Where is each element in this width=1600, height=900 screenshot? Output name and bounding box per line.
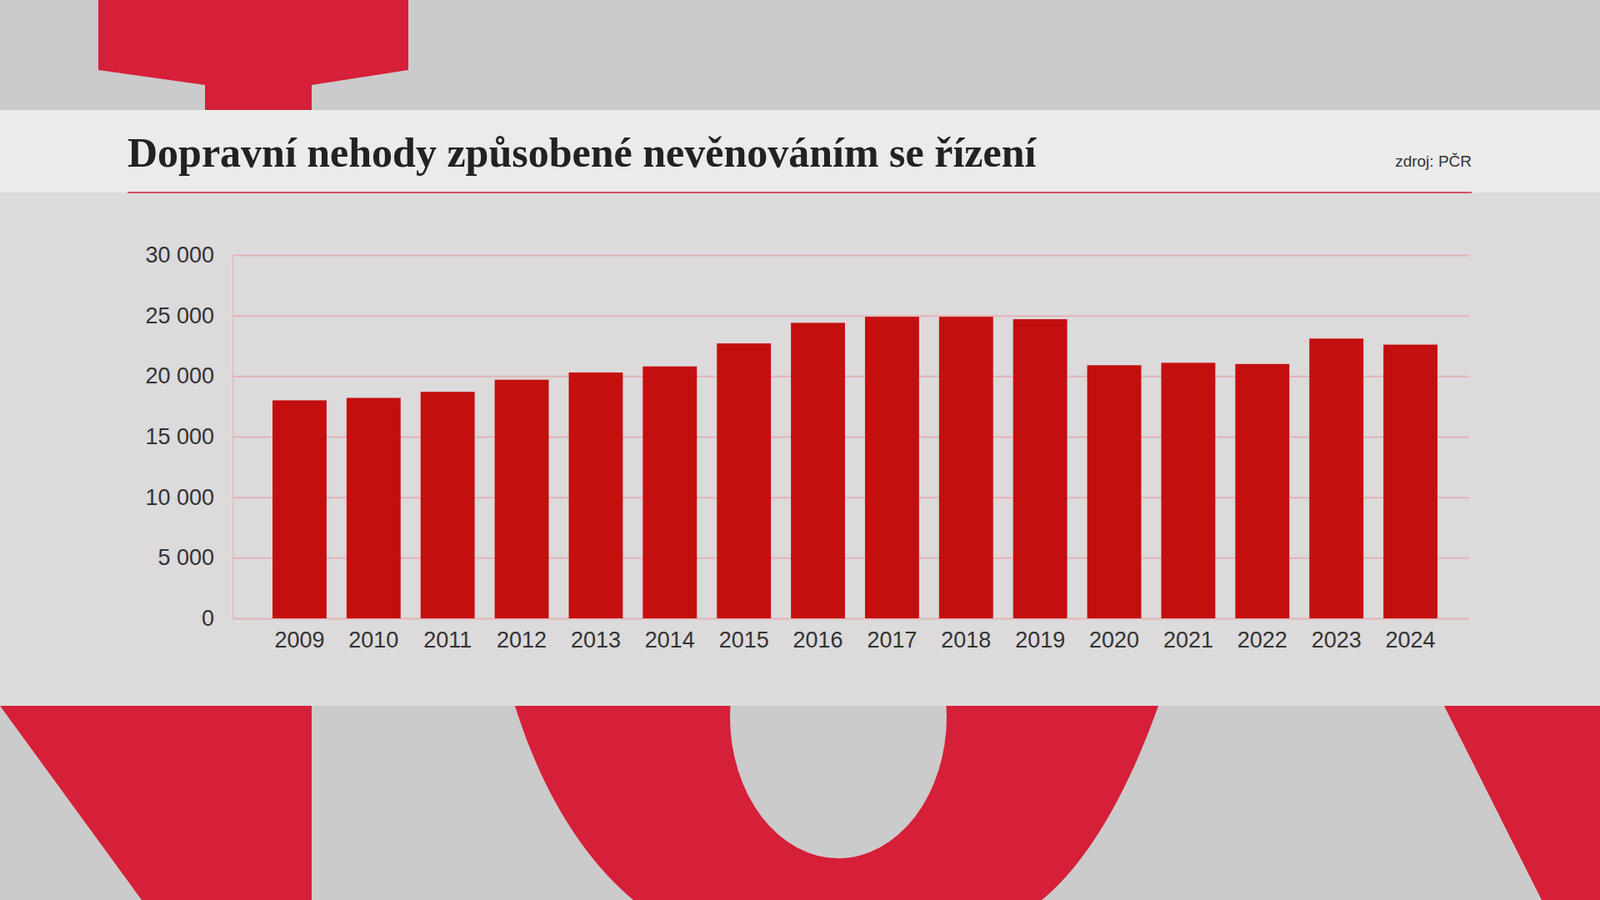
title-band [0, 110, 1600, 193]
y-tick-label: 0 [201, 605, 215, 631]
background-decoration [0, 0, 1600, 900]
panel [0, 110, 1600, 706]
bar [939, 316, 994, 619]
x-tick: 2015 [719, 618, 770, 653]
x-tick: 2019 [1015, 618, 1065, 653]
chart-root: Dopravní nehody způsobené nevěnováním se… [0, 0, 1600, 900]
x-tick-label: 2023 [1311, 627, 1362, 653]
x-tick: 2009 [274, 618, 325, 653]
y-tick-label: 20 000 [145, 363, 215, 389]
bar [1087, 365, 1142, 619]
x-tick: 2021 [1163, 618, 1214, 653]
bar [1013, 319, 1068, 619]
x-tick: 2016 [793, 618, 844, 653]
x-tick-label: 2016 [793, 627, 844, 653]
x-axis-line [273, 618, 1439, 620]
bar [1383, 345, 1438, 619]
title: Dopravní nehody způsobené nevěnováním se… [127, 129, 1037, 176]
x-tick: 2024 [1385, 618, 1436, 653]
x-tick: 2012 [496, 618, 547, 653]
x-tick-label: 2013 [570, 627, 621, 653]
y-tick-label: 5 000 [157, 545, 215, 570]
bars [272, 316, 1438, 619]
x-tick-label: 2012 [496, 627, 547, 653]
bar [642, 366, 697, 619]
decor-shape [98, 0, 409, 117]
bar [1160, 362, 1215, 619]
x-tick: 2023 [1311, 618, 1362, 653]
x-tick-label: 2020 [1089, 627, 1140, 653]
bar [865, 316, 920, 619]
bar [1235, 364, 1290, 619]
x-tick: 2010 [348, 618, 399, 653]
x-tick-label: 2021 [1163, 627, 1214, 653]
source: zdroj: PČR [1395, 152, 1472, 170]
y-axis: 0 5 000 10 000 15 000 20 000 25 000 30 000 [145, 242, 1470, 631]
x-tick: 2013 [570, 618, 621, 653]
x-tick-label: 2017 [866, 627, 917, 653]
title-rule [127, 191, 1472, 194]
bar [272, 400, 327, 619]
y-axis-line [233, 255, 1470, 620]
x-axis: 2009 2010 2011 2012 2013 2014 2015 2016 2017 2018… [273, 618, 1439, 653]
x-tick-label: 2009 [274, 627, 325, 653]
decor-shape [1444, 705, 1600, 900]
x-tick-label: 2022 [1237, 627, 1288, 653]
bar [346, 397, 401, 619]
x-tick: 2011 [423, 618, 472, 653]
x-tick-label: 2024 [1385, 627, 1436, 653]
y-tick-label: 10 000 [145, 485, 215, 510]
y-tick: 30 000 [145, 242, 1470, 268]
y-tick-label: 30 000 [145, 242, 215, 268]
bar [790, 322, 845, 619]
x-tick-label: 2015 [719, 627, 770, 653]
bar [495, 380, 550, 619]
x-tick-label: 2019 [1015, 627, 1065, 653]
x-tick: 2020 [1089, 618, 1140, 653]
bar [568, 372, 623, 619]
grid-line [232, 315, 1470, 317]
y-tick-label: 15 000 [145, 424, 215, 450]
decor-shape [0, 705, 312, 900]
x-tick: 2014 [645, 618, 695, 653]
bar [420, 391, 475, 619]
x-tick-label: 2010 [348, 627, 399, 653]
grid-line [232, 255, 1470, 257]
bar [716, 343, 771, 619]
y-tick-label: 25 000 [145, 303, 215, 329]
x-tick-label: 2018 [940, 627, 991, 653]
x-tick: 2018 [940, 618, 991, 653]
background [0, 0, 1600, 900]
x-tick: 2017 [866, 618, 917, 653]
x-tick-label: 2014 [645, 627, 695, 653]
bar [1309, 338, 1364, 619]
x-tick: 2022 [1237, 618, 1288, 653]
x-tick-label: 2011 [423, 627, 472, 653]
